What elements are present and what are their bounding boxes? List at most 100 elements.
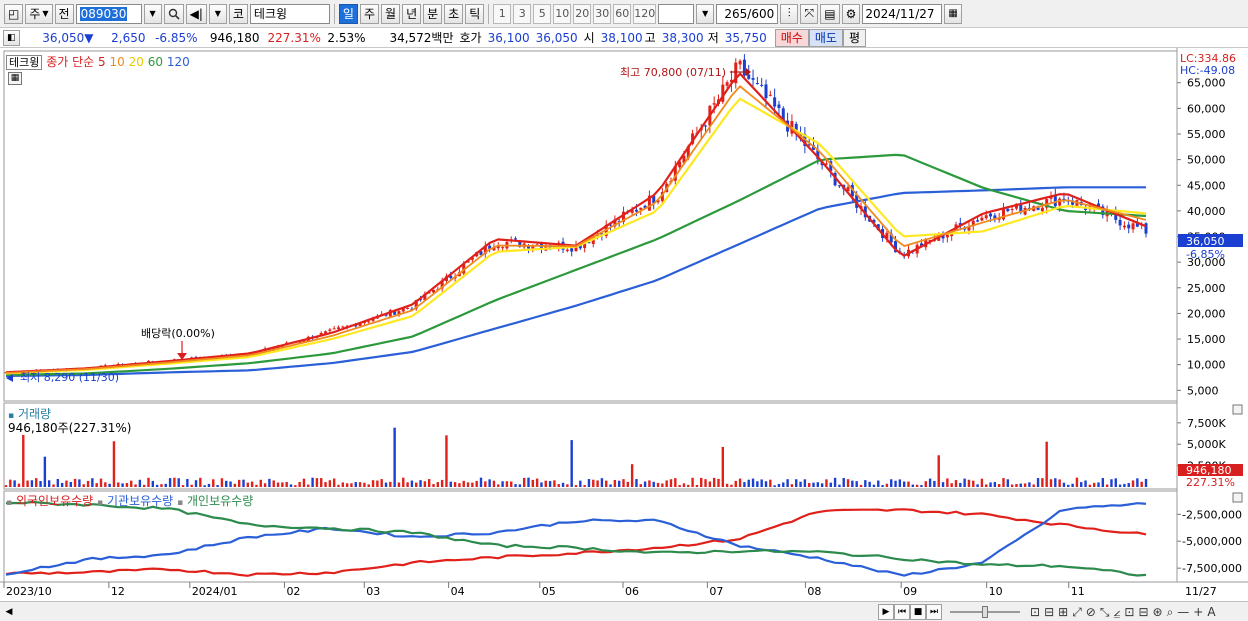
volume-bar	[475, 480, 478, 487]
last-page-icon[interactable]: ⏭	[926, 604, 942, 620]
gear-icon[interactable]: ⚙	[841, 3, 861, 24]
draw-channel-icon[interactable]: ⊡	[1124, 605, 1135, 619]
stock-name-input[interactable]: 테크윙	[249, 3, 330, 24]
volume-bar	[859, 484, 863, 487]
minute-1-button[interactable]: 1	[493, 3, 512, 24]
volume-bar	[630, 464, 634, 487]
draw-line-icon[interactable]: ⤡	[1099, 604, 1110, 619]
price-tick-label: 40,000	[1187, 205, 1226, 218]
volume-bar	[980, 478, 984, 487]
draw-fib-icon[interactable]: ⊛	[1152, 605, 1163, 619]
draw-text-icon[interactable]: ⊟	[1138, 605, 1149, 619]
candle-body	[678, 161, 682, 168]
scroll-right-icon[interactable]: ▶	[878, 604, 894, 620]
custom-period-input[interactable]	[658, 3, 695, 24]
period-month-button[interactable]: 월	[381, 3, 401, 24]
split-icon[interactable]: ⊞	[1058, 605, 1069, 619]
draw-trend-icon[interactable]: ⤢	[1072, 604, 1082, 619]
layout-icon[interactable]: ◰	[4, 3, 24, 24]
chart-area[interactable]: 65,00060,00055,00050,00045,00040,00035,0…	[0, 48, 1248, 601]
minute-30-button[interactable]: 30	[593, 3, 612, 24]
period-week-button[interactable]: 주	[359, 3, 380, 24]
first-page-icon[interactable]: ⏮	[894, 604, 910, 620]
period-day-button[interactable]: 일	[338, 3, 358, 24]
candle-body	[406, 307, 410, 309]
volume-bar	[583, 485, 586, 487]
date-input[interactable]: 2024/11/27	[862, 3, 943, 24]
volume-bar	[229, 481, 232, 487]
custom-period-dropdown-icon[interactable]: ▼	[696, 3, 715, 24]
volume-bar	[13, 480, 16, 487]
candle-icon[interactable]: ⫶	[780, 3, 799, 24]
ruler-icon[interactable]: ⊡	[1030, 605, 1041, 619]
buy-button[interactable]: 매수	[774, 28, 809, 47]
font-size-icon[interactable]: A	[1207, 605, 1216, 619]
volume-bar	[777, 483, 781, 487]
scroll-left-icon[interactable]: ◀	[5, 607, 13, 617]
institution-legend: 기관보유수량	[106, 494, 174, 508]
type-select[interactable]: 주 ▼	[25, 3, 53, 24]
ma60-line	[5, 153, 1147, 376]
sell-button[interactable]: 매도	[808, 28, 843, 47]
volume-bar	[298, 481, 301, 487]
data-count-input[interactable]: 265/600	[716, 3, 779, 24]
volume-bar	[354, 482, 357, 487]
price-tick-label: 45,000	[1187, 179, 1226, 192]
volume-bar	[117, 482, 120, 487]
minute-3-button[interactable]: 3	[513, 3, 532, 24]
zoom-slider-handle[interactable]	[982, 606, 988, 618]
period-tick-button[interactable]: 틱	[465, 3, 485, 24]
zoom-in-icon[interactable]: +	[1193, 605, 1204, 619]
volume-bar	[846, 479, 850, 487]
speaker-icon[interactable]: ◀|	[185, 3, 207, 24]
collapse-icon[interactable]: ◧	[3, 29, 20, 46]
minute-5-button[interactable]: 5	[533, 3, 552, 24]
volume-bar	[17, 483, 21, 487]
options-dropdown-icon[interactable]: ▼	[208, 3, 227, 24]
minute-60-button[interactable]: 60	[613, 3, 632, 24]
draw-angle-icon[interactable]: ⦤	[1113, 604, 1121, 619]
draw-cross-icon[interactable]: ⊘	[1085, 605, 1096, 619]
chart-canvas[interactable]: 65,00060,00055,00050,00045,00040,00035,0…	[0, 48, 1248, 601]
holding-y-ticks: -2,500,000 -5,000,000 -7,500,000	[1177, 508, 1242, 575]
magnify-icon[interactable]: ⌕	[1166, 604, 1174, 619]
candle-body	[807, 144, 811, 146]
zoom-out-icon[interactable]: —	[1177, 605, 1190, 619]
minute-20-button[interactable]: 20	[573, 3, 592, 24]
ma120-label: 120	[166, 55, 190, 69]
minute-120-button[interactable]: 120	[633, 3, 657, 24]
crosshair-icon[interactable]: ⤧	[800, 3, 819, 24]
eval-button[interactable]: 평	[842, 28, 866, 47]
period-minute-button[interactable]: 분	[423, 3, 443, 24]
volume-bar	[946, 478, 949, 487]
volume-bar	[1118, 484, 1122, 487]
period-second-button[interactable]: 초	[444, 3, 464, 24]
calendar-icon[interactable]: ▦	[944, 3, 962, 24]
period-icon[interactable]: ⊟	[1044, 605, 1055, 619]
code-dropdown-icon[interactable]: ▼	[143, 3, 162, 24]
stock-code-input[interactable]: 089030	[75, 3, 142, 24]
volume-panel-close-icon[interactable]	[1232, 404, 1243, 415]
volume-bar	[812, 482, 815, 487]
individual-holding-line	[5, 500, 1147, 577]
holding-panel-legend: ▪ 외국인보유수량 ▪ 기관보유수량 ▪ 개인보유수량	[6, 492, 253, 509]
holding-panel-close-icon[interactable]	[1232, 492, 1243, 503]
stop-icon[interactable]: ■	[910, 604, 926, 620]
candle-body	[885, 232, 889, 239]
main-toolbar: ◰ 주 ▼ 전 089030 ▼ ◀| ▼ 코 테크윙 일 주 월 년 분 초 틱…	[0, 0, 1248, 28]
volume-current-tag: 946,180	[1186, 464, 1232, 477]
grid-toggle-icon[interactable]: ▦	[8, 72, 22, 85]
candle-body	[574, 245, 578, 251]
low-annotation: 최저 8,290 (11/30)	[20, 371, 119, 384]
save-icon[interactable]: ▤	[820, 3, 840, 24]
candle-body	[410, 308, 414, 310]
candle-body	[1006, 208, 1010, 212]
minute-10-button[interactable]: 10	[553, 3, 572, 24]
volume-bar	[579, 480, 582, 487]
search-icon[interactable]	[163, 3, 184, 24]
stock-tag[interactable]: 테크윙	[6, 55, 43, 70]
price-tick-label: 30,000	[1187, 256, 1226, 269]
volume-bar	[725, 483, 729, 487]
prev-button[interactable]: 전	[54, 3, 74, 24]
period-year-button[interactable]: 년	[402, 3, 422, 24]
